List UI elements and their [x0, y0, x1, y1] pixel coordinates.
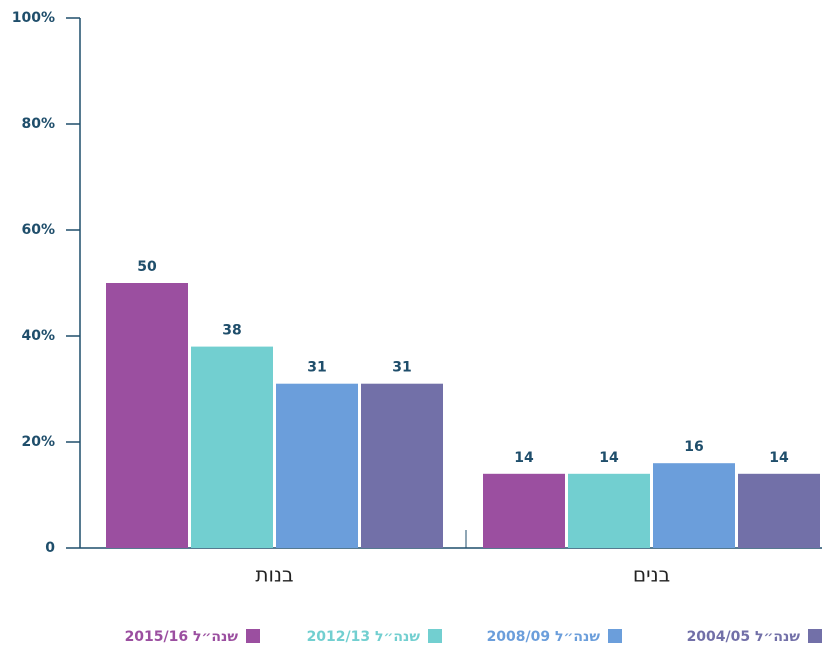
legend-label: שנה״ל 2004/05 — [687, 629, 801, 645]
value-label: 31 — [392, 360, 411, 376]
y-tick-label: 100% — [12, 10, 55, 26]
value-label: 16 — [684, 439, 703, 455]
bar — [738, 473, 820, 548]
bar — [653, 463, 735, 548]
bar — [276, 383, 358, 548]
legend-label: שנה״ל 2015/16 — [125, 629, 239, 645]
legend-label: שנה״ל 2008/09 — [487, 629, 601, 645]
bar — [191, 346, 273, 548]
legend-swatch — [608, 629, 622, 643]
value-label: 50 — [137, 259, 157, 275]
x-tick-label: בנות — [255, 563, 293, 587]
y-tick-label: 40% — [21, 328, 55, 344]
bar — [106, 283, 188, 548]
bar — [483, 473, 565, 548]
value-label: 14 — [599, 450, 619, 466]
legend-label: שנה״ל 2012/13 — [307, 629, 421, 645]
legend-swatch — [808, 629, 822, 643]
bar — [568, 473, 650, 548]
value-label: 38 — [222, 323, 241, 339]
y-tick-label: 20% — [21, 434, 55, 450]
value-label: 31 — [307, 360, 326, 376]
bar — [361, 383, 443, 548]
legend-swatch — [428, 629, 442, 643]
value-label: 14 — [514, 450, 534, 466]
value-label: 14 — [769, 450, 789, 466]
legend-swatch — [246, 629, 260, 643]
y-tick-label: 60% — [21, 222, 55, 238]
y-tick-label: 80% — [21, 116, 55, 132]
x-tick-label: בנים — [633, 563, 670, 587]
y-tick-label: 0 — [45, 540, 55, 556]
